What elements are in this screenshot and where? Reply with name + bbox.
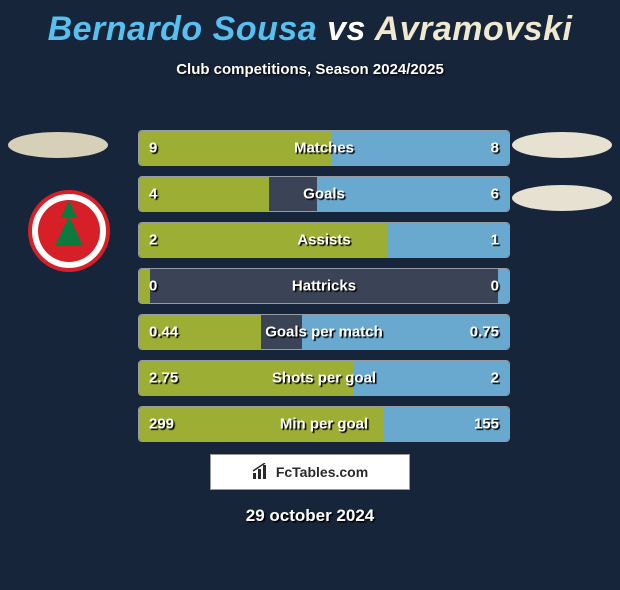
team-color-right-ellipse-2	[512, 185, 612, 211]
bar-value-right: 0.75	[470, 324, 499, 341]
bar-fill-left	[139, 223, 387, 257]
bar-track-left	[139, 269, 324, 303]
bar-fill-left	[139, 131, 331, 165]
bar-track-right	[324, 269, 509, 303]
bar-value-right: 1	[491, 232, 499, 249]
bar-value-right: 2	[491, 370, 499, 387]
bar-value-right: 0	[491, 278, 499, 295]
club-logo	[28, 190, 110, 272]
bar-value-left: 0.44	[149, 324, 178, 341]
page-title: Bernardo Sousa vs Avramovski	[0, 10, 620, 49]
stat-bar-row: 98Matches	[138, 130, 510, 166]
bar-fill-right	[317, 177, 509, 211]
branding-text: FcTables.com	[276, 464, 368, 480]
bar-value-right: 6	[491, 186, 499, 203]
bar-fill-right	[498, 269, 509, 303]
bar-value-left: 0	[149, 278, 157, 295]
bar-fill-right	[354, 361, 509, 395]
stat-bar-row: 46Goals	[138, 176, 510, 212]
bar-value-left: 299	[149, 416, 174, 433]
stat-bar-row: 0.440.75Goals per match	[138, 314, 510, 350]
stat-bar-row: 299155Min per goal	[138, 406, 510, 442]
bar-value-right: 8	[491, 140, 499, 157]
title-player1: Bernardo Sousa	[48, 10, 318, 48]
bar-fill-left	[139, 407, 383, 441]
team-color-left-ellipse	[8, 132, 108, 158]
stat-bar-row: 21Assists	[138, 222, 510, 258]
bar-chart-icon	[252, 463, 270, 481]
stat-bar-row: 00Hattricks	[138, 268, 510, 304]
team-color-right-ellipse-1	[512, 132, 612, 158]
stats-bars-container: 98Matches46Goals21Assists00Hattricks0.44…	[138, 130, 510, 452]
bar-value-left: 9	[149, 140, 157, 157]
bar-fill-right	[331, 131, 509, 165]
bar-value-left: 2	[149, 232, 157, 249]
title-player2: Avramovski	[375, 10, 573, 48]
branding-box: FcTables.com	[210, 454, 410, 490]
bar-value-right: 155	[474, 416, 499, 433]
subtitle: Club competitions, Season 2024/2025	[0, 61, 620, 78]
stat-bar-row: 2.752Shots per goal	[138, 360, 510, 396]
bar-value-left: 2.75	[149, 370, 178, 387]
date-text: 29 october 2024	[0, 506, 620, 526]
bar-fill-left	[139, 177, 269, 211]
bar-value-left: 4	[149, 186, 157, 203]
title-vs: vs	[327, 10, 366, 48]
